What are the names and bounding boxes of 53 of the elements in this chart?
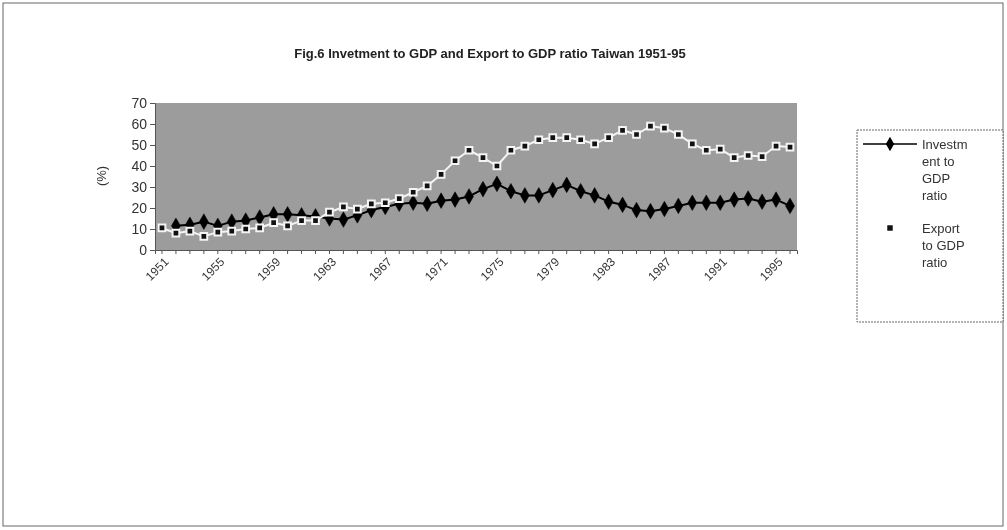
y-tick-label: 10	[131, 220, 148, 237]
point	[171, 228, 181, 238]
legend-label: Export to GDP ratio	[922, 221, 965, 270]
point	[506, 145, 516, 155]
point	[562, 133, 572, 142]
point	[297, 216, 306, 225]
point	[478, 153, 488, 162]
point	[353, 204, 362, 214]
point	[422, 181, 432, 191]
point	[590, 139, 599, 149]
point	[408, 187, 418, 197]
point	[674, 130, 683, 139]
y-tick-label: 70	[131, 94, 148, 111]
point	[269, 218, 278, 228]
point	[283, 221, 292, 231]
point	[660, 123, 669, 133]
y-tick-label: 60	[131, 115, 148, 132]
point	[646, 121, 655, 131]
point	[255, 223, 265, 233]
point	[520, 141, 530, 151]
y-tick-label: 20	[131, 199, 148, 216]
point	[743, 151, 753, 160]
point	[241, 224, 251, 234]
point	[394, 194, 404, 203]
point	[311, 216, 320, 225]
point	[325, 207, 334, 217]
y-axis-title: (%)	[94, 165, 109, 187]
point	[227, 226, 237, 236]
legend-label: Investment to GDP ratio	[922, 137, 968, 203]
y-tick-label: 30	[131, 178, 148, 195]
point	[339, 202, 348, 212]
point	[701, 145, 711, 155]
point	[715, 144, 725, 154]
point	[380, 198, 390, 208]
y-tick-label: 40	[131, 157, 148, 174]
point	[618, 125, 627, 135]
point	[534, 135, 544, 145]
chart-title: Fig.6 Invetment to GDP and Export to GDP ratio Taiwan 1951-95	[294, 46, 686, 61]
y-tick-label: 50	[131, 136, 148, 153]
point	[687, 139, 697, 149]
point	[464, 145, 474, 155]
y-tick-label: 0	[139, 241, 148, 258]
point	[757, 152, 767, 161]
point	[450, 156, 460, 166]
point	[366, 199, 376, 209]
point	[548, 133, 558, 142]
point	[436, 170, 446, 179]
point	[213, 227, 223, 237]
point	[604, 133, 613, 142]
point	[199, 232, 209, 241]
point	[729, 153, 739, 162]
point	[632, 130, 641, 139]
point	[576, 135, 586, 145]
